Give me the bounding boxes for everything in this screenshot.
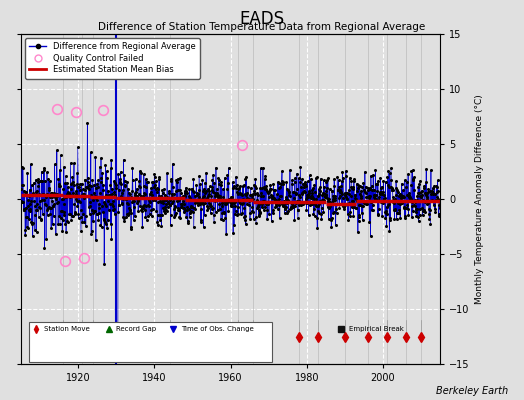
- Text: Empirical Break: Empirical Break: [348, 326, 403, 332]
- Text: Time of Obs. Change: Time of Obs. Change: [181, 326, 254, 332]
- Text: Difference of Station Temperature Data from Regional Average: Difference of Station Temperature Data f…: [99, 22, 425, 32]
- Y-axis label: Monthly Temperature Anomaly Difference (°C): Monthly Temperature Anomaly Difference (…: [475, 94, 484, 304]
- Text: Station Move: Station Move: [44, 326, 90, 332]
- Bar: [29, 322, 272, 362]
- Text: Berkeley Earth: Berkeley Earth: [436, 386, 508, 396]
- Text: EADS: EADS: [239, 10, 285, 28]
- Legend: Difference from Regional Average, Quality Control Failed, Estimated Station Mean: Difference from Regional Average, Qualit…: [25, 38, 200, 78]
- Text: Record Gap: Record Gap: [116, 326, 156, 332]
